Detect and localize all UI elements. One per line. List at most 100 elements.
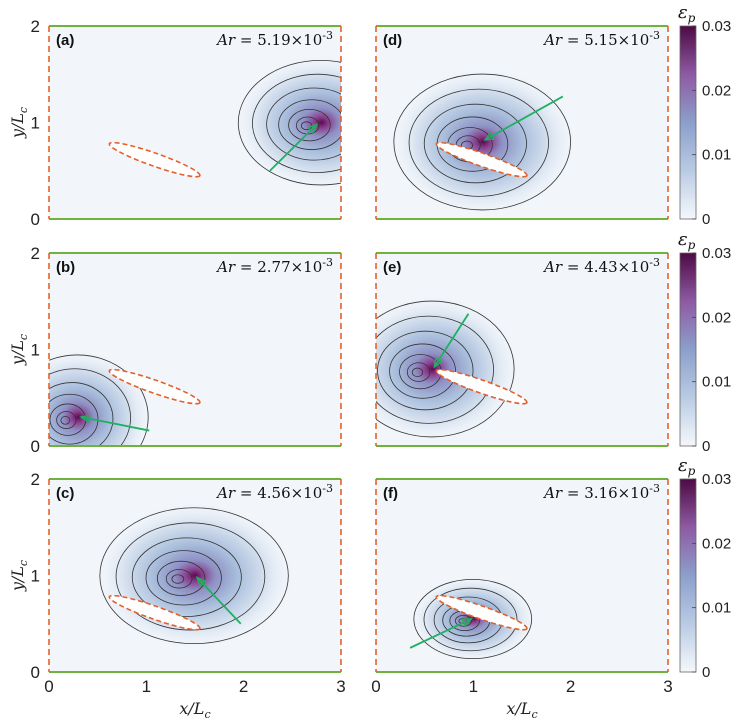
ar-exponent: -3 — [322, 482, 333, 495]
y-tick-label: 2 — [31, 470, 40, 489]
foil-outline — [435, 594, 528, 631]
foil-outline — [108, 141, 201, 178]
x-tick-label: 2 — [239, 677, 248, 696]
colorbar-title-sub: p — [688, 11, 696, 25]
ar-value: Ar = 2.77×10-3 — [215, 256, 333, 276]
contour-line — [115, 522, 266, 631]
x-tick-label: 0 — [371, 677, 380, 696]
colorbar-3: 0 0.01 0.02 0.03 εp — [678, 455, 731, 681]
panel-label: (c) — [56, 485, 74, 502]
contour-line — [156, 560, 206, 596]
y-tick-label: 0 — [31, 437, 40, 456]
colorbar-tick-label: 0.02 — [702, 535, 731, 552]
x-tick-label: 3 — [336, 677, 345, 696]
x-axis-label: x/Lc — [506, 699, 537, 721]
panel-f: (f) Ar = 3.16×10-3 0 1 2 3 x/Lc — [371, 478, 673, 721]
colorbar-title: εp — [678, 2, 696, 25]
contour-line — [423, 587, 518, 652]
contour-line — [171, 574, 185, 584]
velocity-arrow — [433, 313, 470, 368]
contour-line — [454, 615, 472, 627]
contour-line — [237, 60, 341, 186]
contour-line — [252, 73, 341, 173]
colorbar-tick-label: 0.01 — [702, 374, 731, 391]
colorbar-tick-label: 0.03 — [702, 18, 731, 35]
ar-exponent: -3 — [649, 482, 660, 495]
ar-symbol: Ar — [215, 484, 236, 502]
colorbar-1: 0 0.01 0.02 0.03 εp — [678, 2, 731, 228]
contour-line — [393, 73, 571, 211]
heatmap-field — [409, 575, 537, 663]
ar-exponent: -3 — [649, 256, 660, 269]
contour-line — [411, 367, 424, 378]
panel-label: (b) — [56, 259, 75, 276]
x-tick-label: 3 — [663, 677, 672, 696]
contour-line — [165, 569, 193, 589]
foil-outline — [108, 594, 201, 631]
contour-line — [406, 362, 431, 382]
colorbar-tick-label: 0.03 — [702, 471, 731, 488]
velocity-arrowhead — [433, 356, 444, 369]
heat-blob — [388, 66, 578, 218]
foil-outline — [108, 368, 201, 405]
velocity-arrowhead — [461, 618, 474, 627]
contour-line — [99, 507, 289, 645]
colorbar-tick-label: 0 — [702, 664, 710, 681]
x-tick-label: 1 — [142, 677, 151, 696]
contour-line — [266, 87, 341, 161]
ar-number: = 5.15×10 — [562, 31, 649, 49]
colorbar-tick-label: 0 — [702, 211, 710, 228]
velocity-arrow — [196, 576, 242, 625]
velocity-arrowhead — [483, 131, 496, 141]
velocity-arrowhead — [79, 414, 91, 424]
y-tick-label: 2 — [31, 244, 40, 263]
colorbar-2: 0 0.01 0.02 0.03 εp — [678, 229, 731, 455]
panel-b: (b) Ar = 2.77×10-3 0 1 2 y/Lc — [8, 244, 342, 456]
panel-e: (e) Ar = 4.43×10-3 — [375, 252, 669, 447]
x-axis-label-sub: c — [204, 708, 210, 721]
contour-line — [288, 108, 331, 142]
foil-outline — [435, 141, 528, 178]
ar-symbol: Ar — [215, 31, 236, 49]
contour-line — [278, 99, 341, 150]
contour-line — [413, 579, 533, 660]
ar-value: Ar = 5.15×10-3 — [542, 29, 660, 49]
ar-number: = 5.19×10 — [235, 31, 322, 49]
contour-line — [377, 330, 474, 411]
colorbar-tick-label: 0 — [702, 438, 710, 455]
y-axis-label: y/Lc — [8, 334, 30, 366]
x-axis-label-sub: c — [531, 708, 537, 721]
contour-line — [56, 411, 77, 429]
x-tick-label: 0 — [44, 677, 53, 696]
velocity-arrowhead — [307, 123, 318, 134]
y-tick-label: 2 — [31, 17, 40, 36]
y-tick-label: 0 — [31, 210, 40, 229]
panel-label: (d) — [383, 32, 402, 49]
y-tick-label: 1 — [31, 341, 40, 360]
colorbar-tick-label: 0.02 — [702, 82, 731, 99]
contour-line — [408, 88, 549, 197]
colorbar-tick-label: 0.01 — [702, 147, 731, 164]
x-axis-label: x/Lc — [179, 699, 210, 721]
colorbar-title-sub: p — [688, 464, 696, 478]
colorbar-gradient — [679, 25, 697, 220]
y-tick-label: 0 — [31, 663, 40, 682]
contour-line — [389, 343, 456, 399]
velocity-arrow — [409, 618, 472, 649]
ar-symbol: Ar — [215, 258, 236, 276]
ar-exponent: -3 — [322, 256, 333, 269]
y-tick-label: 1 — [31, 567, 40, 586]
heatmap-field — [49, 348, 201, 446]
heatmap-field — [108, 53, 341, 192]
heatmap-field — [388, 66, 578, 218]
y-tick-label: 1 — [31, 114, 40, 133]
ar-number: = 2.77×10 — [235, 258, 322, 276]
colorbar-gradient — [679, 478, 697, 673]
ar-symbol: Ar — [542, 484, 563, 502]
ar-symbol: Ar — [542, 258, 563, 276]
y-axis-label-sub: c — [17, 334, 30, 340]
ar-exponent: -3 — [322, 29, 333, 42]
contour-line — [145, 550, 222, 606]
contour-line — [376, 300, 515, 438]
